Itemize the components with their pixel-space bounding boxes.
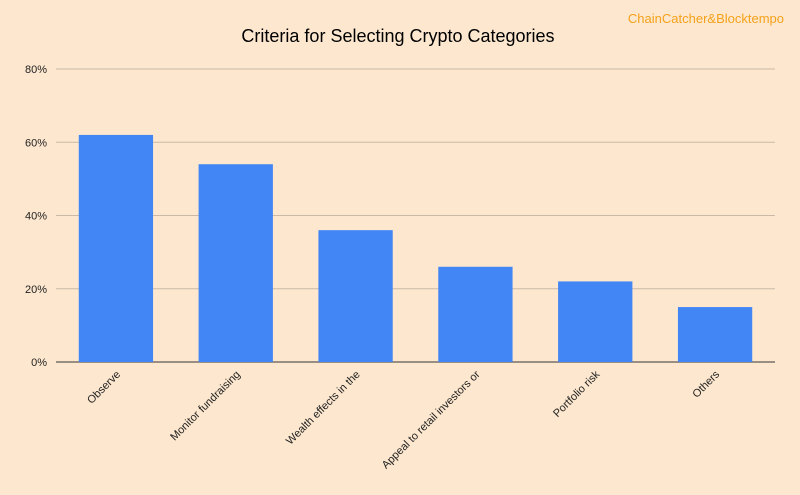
x-tick-label: Portfolio risk — [551, 368, 603, 420]
y-tick-label: 20% — [25, 284, 47, 296]
bar — [198, 164, 273, 362]
bar — [558, 281, 633, 362]
y-tick-label: 80% — [25, 64, 47, 76]
watermark-text: ChainCatcher&Blocktempo — [628, 11, 784, 26]
y-axis-ticks: 0% 20% 40% 60% 80% — [25, 64, 47, 369]
bars — [78, 134, 753, 362]
x-tick-label: Observe — [85, 369, 123, 407]
bar — [438, 266, 513, 362]
x-tick-label: Others — [690, 368, 722, 400]
bar — [318, 230, 393, 362]
y-tick-label: 60% — [25, 137, 47, 149]
x-tick-label: Wealth effects in the — [284, 369, 363, 448]
x-axis-labels: Observe Monitor fundraising Wealth effects… — [85, 368, 722, 471]
x-tick-label: Monitor fundraising — [168, 369, 243, 444]
y-tick-label: 40% — [25, 211, 47, 223]
bar — [78, 134, 154, 362]
gridlines — [56, 68, 775, 363]
bar — [677, 307, 753, 362]
y-tick-label: 0% — [31, 357, 47, 369]
chart-title: Criteria for Selecting Crypto Categories — [241, 26, 554, 46]
x-tick-label: Appeal to retail investors or — [380, 368, 483, 471]
